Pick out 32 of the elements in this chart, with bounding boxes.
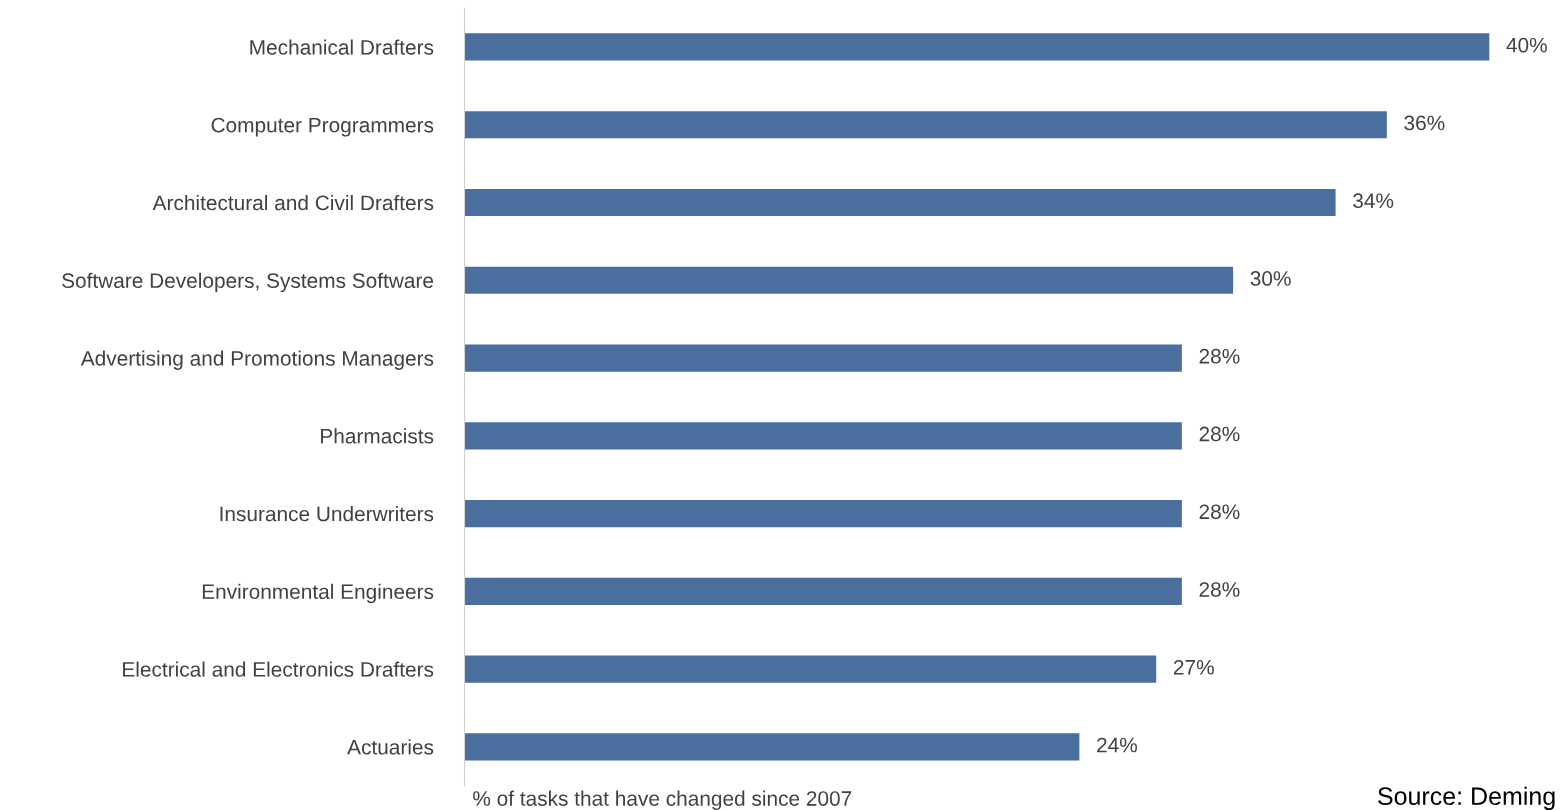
y-tick-label: Actuaries <box>347 739 434 755</box>
y-tick-label: Software Developers, Systems Software <box>62 272 434 293</box>
x-axis-title: % of tasks that have changed since 2007 <box>473 790 852 810</box>
data-label: 36% <box>1404 115 1445 131</box>
data-label: 34% <box>1353 193 1394 209</box>
y-tick-label: Environmental Engineers <box>202 583 434 604</box>
data-label: 28% <box>1199 348 1240 364</box>
bar <box>464 188 1336 217</box>
bar <box>464 422 1182 450</box>
data-label: 24% <box>1097 737 1138 753</box>
y-tick-label: Architectural and Civil Drafters <box>152 194 434 211</box>
y-tick-label: Mechanical Drafters <box>250 39 434 55</box>
y-tick-label: Electrical and Electronics Drafters <box>123 661 434 677</box>
source-note: Source: Deming <box>1378 786 1555 810</box>
bar <box>464 733 1080 761</box>
bar <box>464 111 1387 139</box>
data-label: 28% <box>1199 504 1240 520</box>
bar <box>464 499 1182 528</box>
bar <box>464 577 1182 605</box>
bar <box>464 33 1490 61</box>
data-label: 40% <box>1506 37 1547 53</box>
y-tick-label: Computer Programmers <box>211 117 434 137</box>
data-label: 30% <box>1250 271 1291 286</box>
data-label: 27% <box>1173 659 1214 675</box>
bar <box>464 344 1182 372</box>
bar <box>464 266 1234 294</box>
bar <box>464 655 1157 683</box>
y-tick-label: Pharmacists <box>321 428 434 444</box>
data-label: 28% <box>1199 582 1240 597</box>
y-tick-label: Advertising and Promotions Managers <box>80 350 434 370</box>
y-tick-label: Insurance Underwriters <box>220 505 434 522</box>
data-label: 28% <box>1199 426 1240 442</box>
